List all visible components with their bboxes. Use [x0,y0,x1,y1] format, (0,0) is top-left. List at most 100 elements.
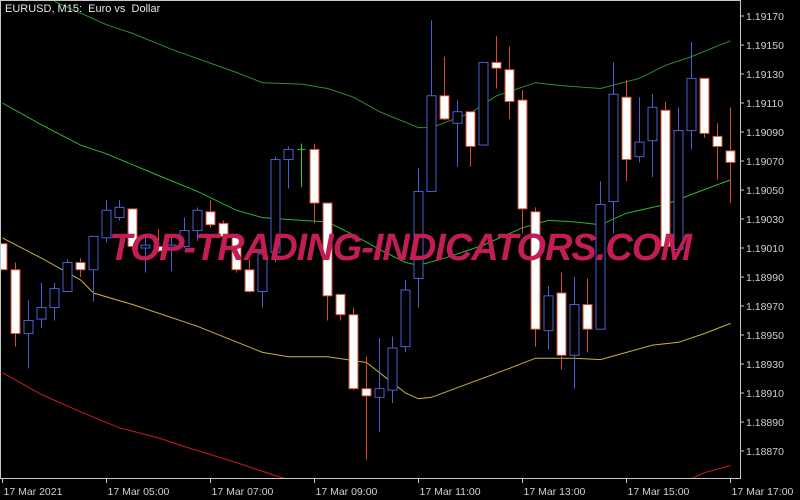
price-tick-label: 1.18910 [746,388,784,400]
candle [140,237,151,273]
candle-body [673,130,684,250]
candle-body [517,99,528,210]
candle-body [23,320,34,335]
candle [23,300,34,369]
candle [400,279,411,353]
candle-body [699,77,710,134]
candle-body [582,304,593,330]
time-tick-label: 17 Mar 2021 [4,486,63,498]
candle [595,181,606,330]
candle-body [374,388,385,398]
price-axis[interactable]: 1.19170 1.19150 1.19130 1.19110 1.19090 1.190… [740,11,784,458]
candle-body [205,211,216,226]
candle [49,282,60,321]
candle-body [348,314,359,390]
price-tick-label: 1.18970 [746,301,784,313]
candle [36,282,47,328]
candle-body [114,206,125,219]
candle-body [725,150,736,163]
price-tick-label: 1.18890 [746,417,784,429]
candle-body [179,230,190,248]
candle-body [686,77,697,132]
candle [387,336,398,404]
candle-body [530,211,541,330]
candle [608,62,619,234]
candle-body [270,159,281,253]
candle-body [218,222,229,237]
candle-body [257,253,268,293]
candle [465,111,476,167]
candle-body [712,135,723,148]
candle-body [426,95,437,192]
candle [712,123,723,180]
candle [621,79,632,182]
candle-body [231,235,242,271]
candle [452,100,463,167]
candle [75,258,86,277]
candle-body [569,304,580,356]
candle [699,77,710,138]
candle-body [140,244,151,249]
time-axis[interactable]: 17 Mar 2021 17 Mar 05:00 17 Mar 07:00 17 Ma… [2,478,794,498]
candle-body [166,244,177,249]
time-tick-label: 17 Mar 13:00 [524,486,586,498]
candle-body [634,141,645,158]
price-tick-label: 1.19110 [746,98,783,110]
candle [569,277,580,389]
candle-body [413,190,424,279]
candle [10,262,21,347]
candle-body [595,204,606,330]
candle [101,200,112,243]
candle [192,207,203,241]
candle [634,97,645,163]
candle-body [127,208,138,248]
candle [309,143,320,224]
candle-body [478,61,489,146]
candle-body [75,262,86,271]
candle [374,337,385,433]
price-tick-label: 1.19170 [746,11,784,23]
candle [297,143,306,188]
candle-body [400,289,411,348]
candle-body [88,235,99,271]
candle-body [62,262,73,292]
candle [647,94,658,177]
candle [283,146,294,189]
candle-body [452,111,463,124]
candle [530,207,541,347]
candle-body [10,269,21,335]
candle [127,208,138,250]
candle [62,259,73,292]
price-tick-label: 1.19130 [746,69,784,81]
candle [179,217,190,248]
candle [686,42,697,150]
candle-body [491,61,502,69]
time-tick-label: 17 Mar 11:00 [420,486,481,498]
candle-body [361,388,372,397]
candle [231,233,242,273]
candle [582,278,593,353]
candle [439,56,450,121]
candle [166,236,177,272]
price-tick-label: 1.18950 [746,330,784,342]
candle-body [153,246,164,252]
price-tick-label: 1.19010 [746,243,784,255]
candle [1,243,8,271]
candle-body [504,69,515,103]
price-tick-label: 1.19090 [746,127,784,139]
price-tick-label: 1.19050 [746,185,784,197]
candle [218,220,229,241]
candle [491,36,502,89]
chart-title: EURUSD, M15: Euro vs Dollar [5,3,161,15]
candle-body [556,292,567,356]
candle [504,46,515,119]
time-tick-label: 17 Mar 09:00 [316,486,378,498]
candle [478,61,489,146]
price-tick-label: 1.19030 [746,214,784,226]
candle-body [387,347,398,391]
bottom-band-line [2,372,731,478]
time-tick-label: 17 Mar 17:00 [732,486,794,498]
candle [205,200,216,228]
candle [114,200,125,221]
